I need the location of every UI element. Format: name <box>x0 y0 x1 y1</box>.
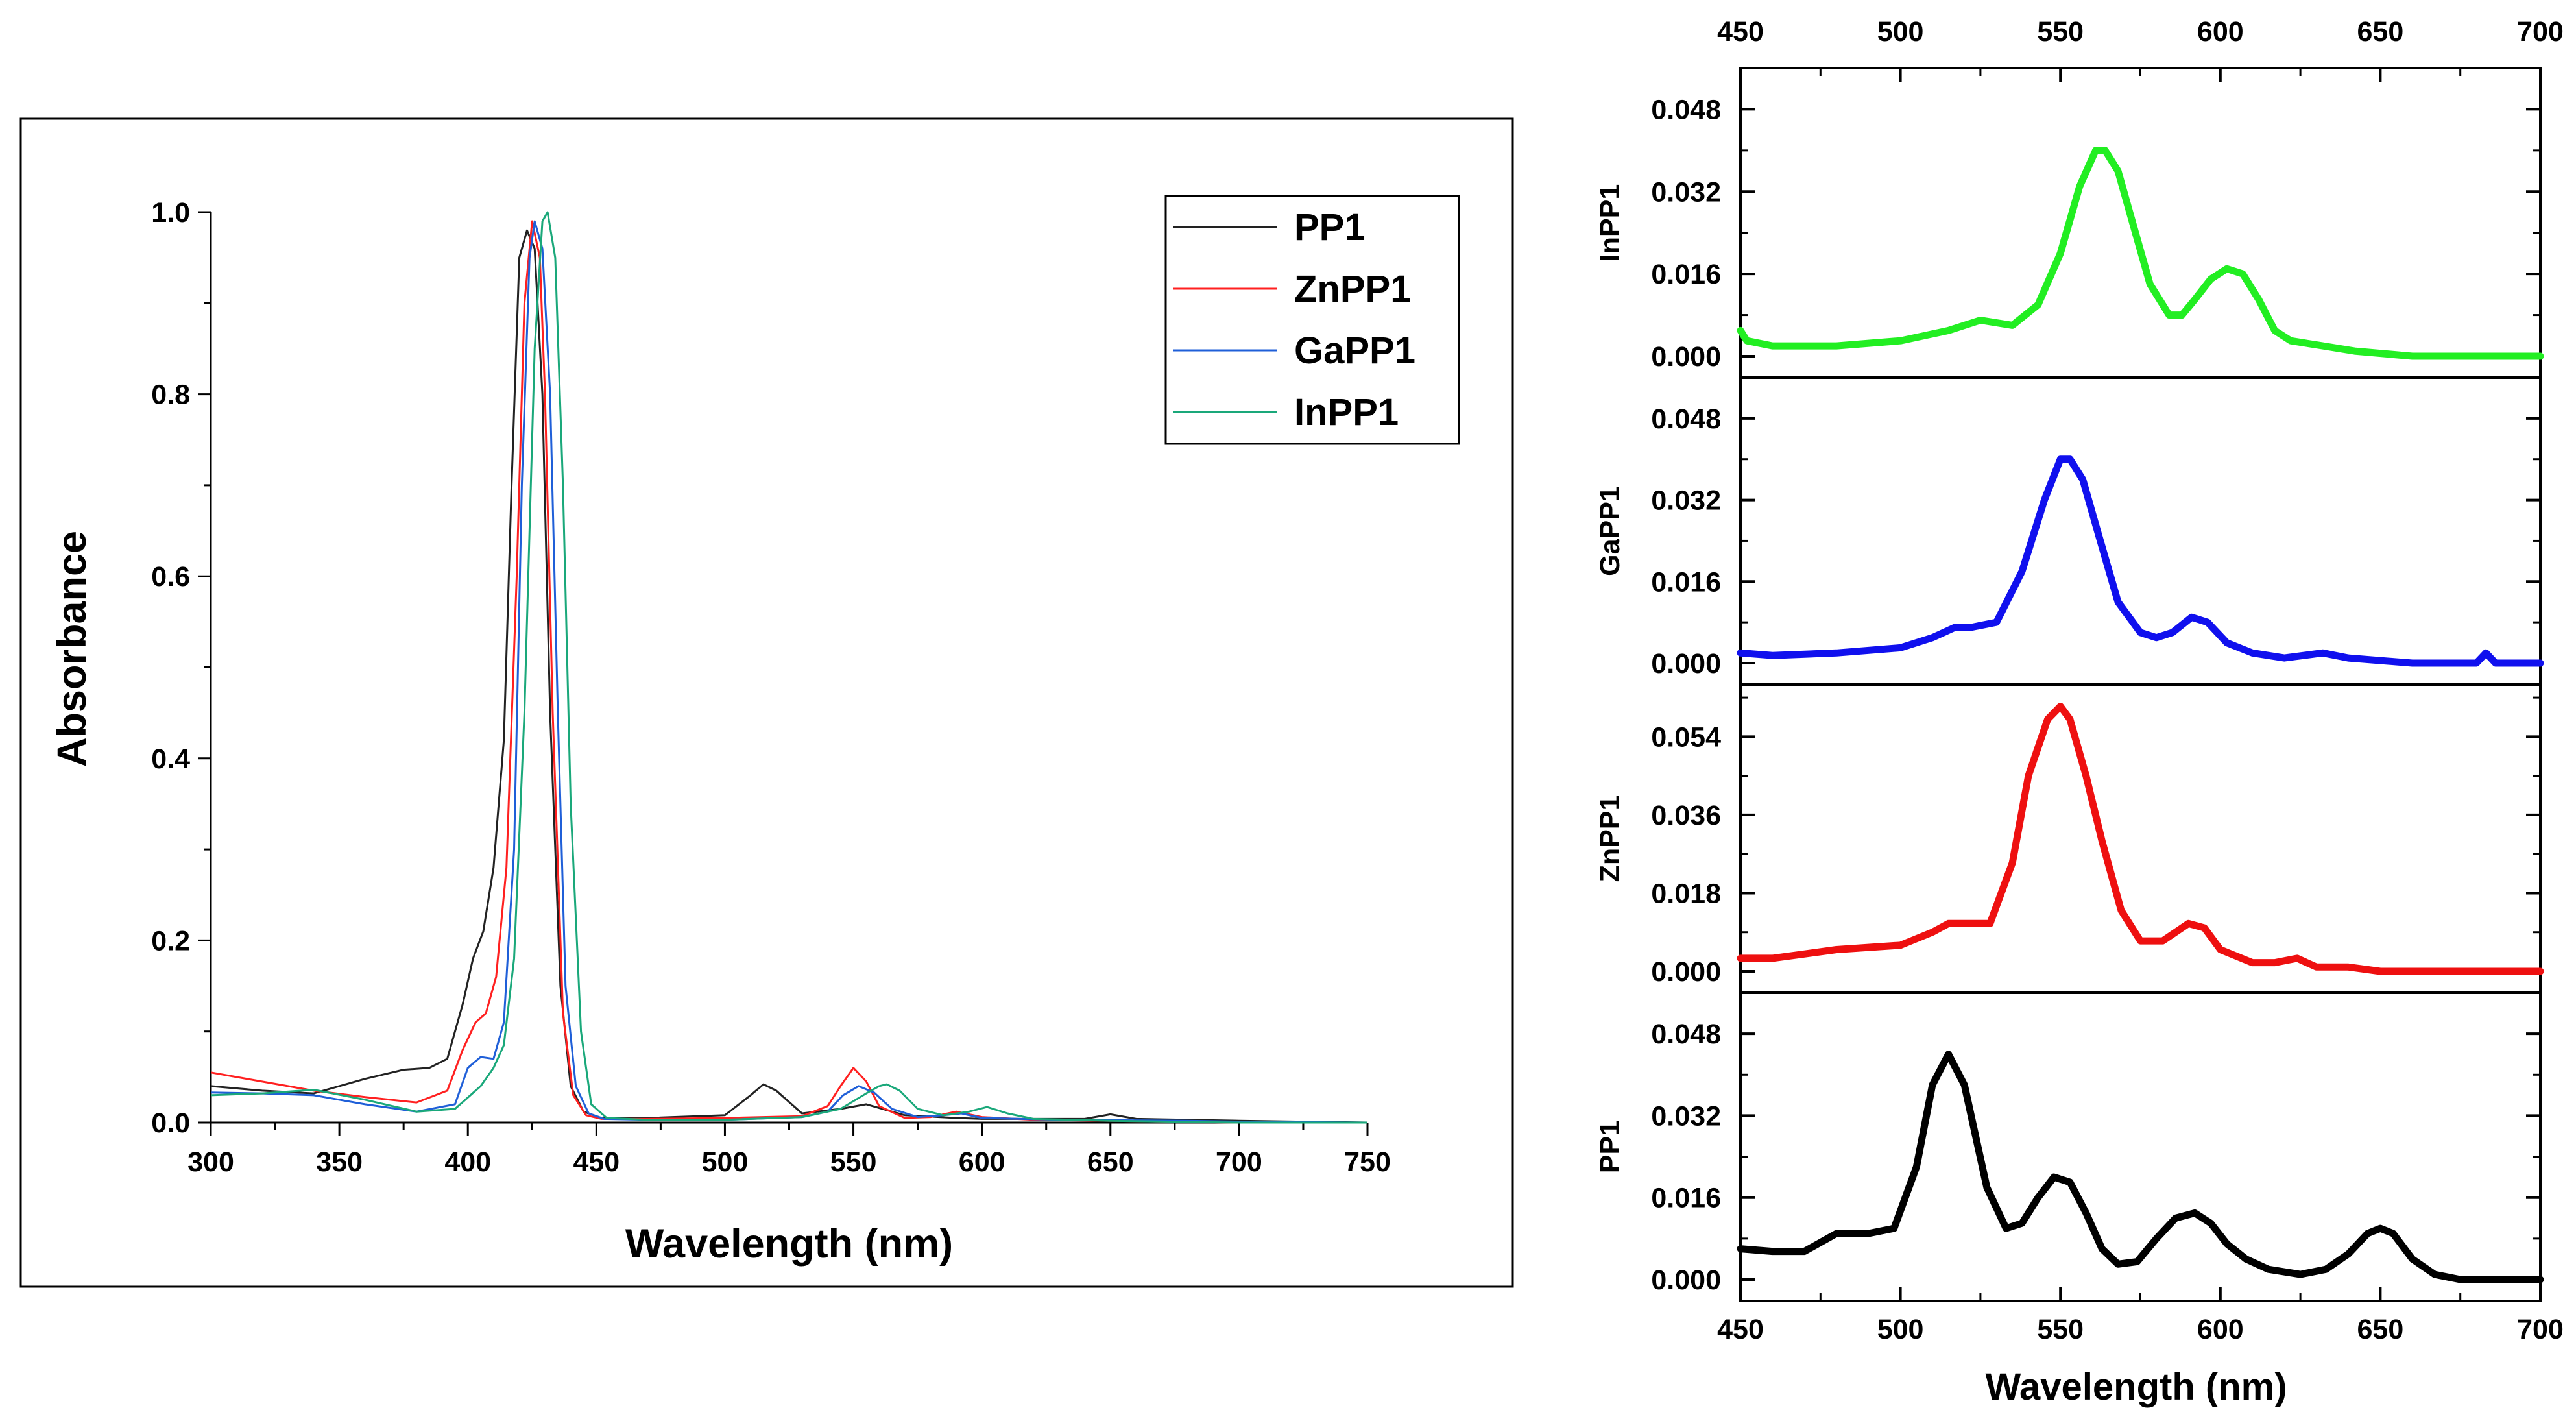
y-tick-label: 0.6 <box>151 561 190 592</box>
panel-frame <box>1739 376 2542 686</box>
x-tick-label: 500 <box>702 1147 749 1178</box>
y-tick-label: 0.032 <box>1651 176 1721 208</box>
x-tick-label-bottom: 650 <box>2357 1314 2404 1345</box>
panel-series-line <box>1737 703 2544 975</box>
panel-series-line <box>1737 1051 2544 1283</box>
y-tick-label: 0.036 <box>1651 800 1721 831</box>
x-tick-label: 650 <box>1087 1147 1134 1178</box>
panel-ylabel: InPP1 <box>1595 184 1626 262</box>
x-tick-label-top: 500 <box>1877 16 1924 47</box>
y-tick-label: 0.8 <box>151 380 190 411</box>
panel-inpp1: 0.000 0.016 0.032 0.048 InPP1 <box>1595 67 2544 379</box>
y-tick-label: 0.016 <box>1651 259 1721 290</box>
x-tick-label-bottom: 450 <box>1717 1314 1764 1345</box>
y-tick-label: 0.4 <box>151 744 190 775</box>
x-tick-label-top: 450 <box>1717 16 1764 47</box>
y-tick-label: 1.0 <box>151 197 190 228</box>
y-tick-label: 0.2 <box>151 925 190 956</box>
legend-label-pp1: PP1 <box>1294 206 1366 249</box>
x-axis-title: Wavelength (nm) <box>625 1221 953 1267</box>
legend-label-gapp1: GaPP1 <box>1294 330 1415 372</box>
legend-box <box>1164 195 1460 445</box>
y-tick-label: 0.032 <box>1651 1100 1721 1132</box>
x-tick-label-top: 600 <box>2197 16 2244 47</box>
y-tick-label: 0.054 <box>1651 722 1721 753</box>
legend-label-inpp1: InPP1 <box>1294 391 1399 433</box>
absorbance-chart: 300 350 400 450 500 550 600 650 700 750 0.0 0.2 0.4 0… <box>49 197 1391 1267</box>
panel-znpp1: 0.000 0.018 0.036 0.054 ZnPP1 <box>1595 683 2544 994</box>
x-tick-label-bottom: 700 <box>2517 1314 2564 1345</box>
y-tick-label: 0.048 <box>1651 1019 1721 1050</box>
y-tick-label: 0.048 <box>1651 404 1721 435</box>
y-tick-label: 0.016 <box>1651 1183 1721 1214</box>
x-tick-label-bottom: 500 <box>1877 1314 1924 1345</box>
series-line-inpp1 <box>210 211 1367 1124</box>
x-tick-label-bottom: 600 <box>2197 1314 2244 1345</box>
legend-label-znpp1: ZnPP1 <box>1294 268 1412 310</box>
x-tick-label: 300 <box>187 1147 234 1178</box>
x-tick-label: 350 <box>316 1147 363 1178</box>
panel-frame <box>1739 67 2542 379</box>
panel-pp1: 0.000 0.016 0.032 0.048 PP1 <box>1595 991 2544 1302</box>
x-tick-label-top: 550 <box>2037 16 2084 47</box>
right-x-axis-title: Wavelength (nm) <box>1985 1366 2287 1408</box>
y-tick-label: 0.018 <box>1651 878 1721 909</box>
x-tick-label: 700 <box>1216 1147 1262 1178</box>
y-tick-label: 0.000 <box>1651 1265 1721 1296</box>
y-tick-label: 0.048 <box>1651 94 1721 125</box>
left-chart-frame <box>19 117 1514 1288</box>
panel-ylabel: PP1 <box>1595 1121 1626 1173</box>
x-tick-label: 450 <box>573 1147 620 1178</box>
x-tick-label: 550 <box>830 1147 877 1178</box>
panel-series-line <box>1737 147 2544 360</box>
stacked-spectra-chart: 0.000 0.016 0.032 0.048 InPP1 0.000 0.016 0.032… <box>1595 16 2564 1408</box>
y-tick-label: 0.000 <box>1651 341 1721 372</box>
x-tick-label-top: 650 <box>2357 16 2404 47</box>
panel-ylabel: ZnPP1 <box>1595 796 1626 882</box>
legend: PP1 ZnPP1 GaPP1 InPP1 <box>1164 195 1460 445</box>
y-tick-label: 0.000 <box>1651 648 1721 679</box>
panel-ylabel: GaPP1 <box>1595 486 1626 576</box>
x-tick-label-top: 700 <box>2517 16 2564 47</box>
y-tick-label: 0.0 <box>151 1108 190 1139</box>
y-axis-title: Absorbance <box>49 531 95 767</box>
y-tick-label: 0.016 <box>1651 566 1721 598</box>
x-tick-label: 750 <box>1344 1147 1391 1178</box>
y-tick-label: 0.000 <box>1651 956 1721 988</box>
x-tick-label-bottom: 550 <box>2037 1314 2084 1345</box>
panel-series-line <box>1737 455 2544 667</box>
panel-gapp1: 0.000 0.016 0.032 0.048 GaPP1 <box>1595 376 2544 686</box>
x-tick-label: 600 <box>959 1147 1005 1178</box>
x-tick-label: 400 <box>444 1147 491 1178</box>
y-tick-label: 0.032 <box>1651 485 1721 516</box>
